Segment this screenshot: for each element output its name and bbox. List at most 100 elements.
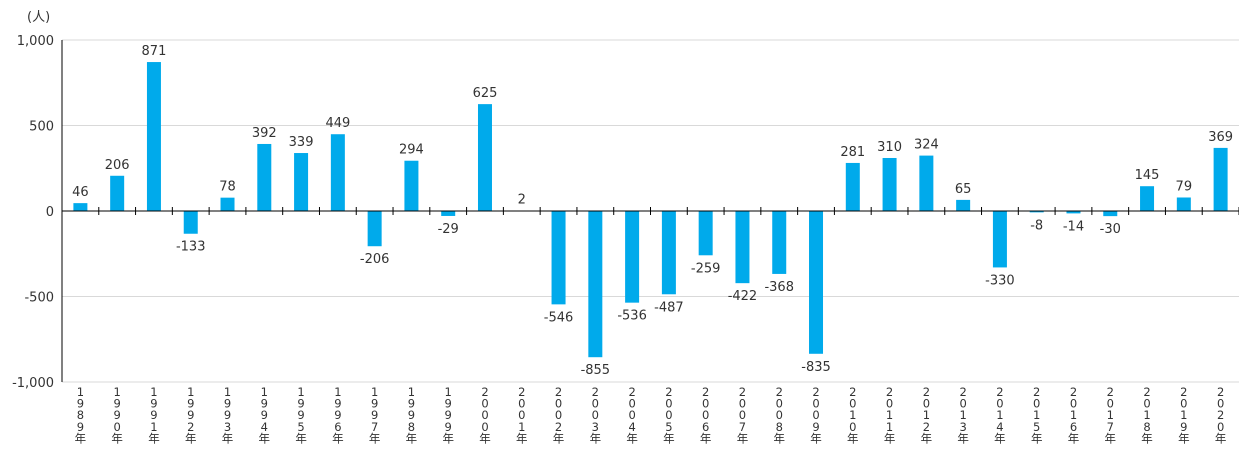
bar-value-label: -855	[581, 363, 611, 378]
bars	[73, 62, 1228, 358]
bar-value-label: -29	[438, 222, 459, 237]
bar	[625, 211, 640, 303]
bar	[1103, 211, 1118, 217]
bar	[551, 211, 566, 305]
bar-value-label: 281	[840, 145, 865, 160]
bar	[956, 199, 971, 211]
bar	[992, 211, 1007, 268]
bar-value-label: -546	[544, 310, 574, 325]
bar-value-label: 145	[1135, 168, 1160, 183]
bar-value-label: 871	[142, 44, 167, 59]
bar	[294, 153, 309, 211]
bar-value-label: 79	[1176, 179, 1193, 194]
bar-value-label: 449	[325, 116, 350, 131]
value-labels: 46 206 871 -133 78 392 339 449 -206 294 -29 625 2 -54…	[72, 44, 1233, 378]
bar-value-label: -14	[1063, 219, 1084, 234]
y-axis-ticks: 1,000 500 0 -500 -1,000	[12, 34, 54, 391]
bar-value-label: 65	[955, 182, 972, 197]
bar	[367, 211, 382, 247]
bar-value-label: -133	[176, 240, 206, 255]
bar-value-label: 339	[289, 135, 314, 150]
y-tick-label: -500	[24, 291, 54, 306]
y-axis-unit-label: (人)	[27, 10, 50, 25]
bar-value-label: 324	[914, 138, 939, 153]
bar	[1213, 147, 1228, 211]
bar	[588, 211, 603, 358]
bar-value-label: 294	[399, 143, 424, 158]
bar	[919, 155, 934, 211]
y-tick-label: 0	[46, 205, 54, 220]
bar	[1066, 211, 1081, 214]
bar-value-label: 2	[518, 193, 526, 208]
bar	[1140, 186, 1155, 211]
bar-value-label: 392	[252, 126, 277, 141]
bar	[735, 211, 750, 284]
bar	[110, 175, 125, 211]
bar-value-label: -330	[985, 273, 1015, 288]
bar	[882, 157, 897, 211]
bar-value-label: -368	[764, 280, 794, 295]
bar-value-label: -422	[728, 289, 758, 304]
bar-value-label: 78	[219, 180, 236, 195]
y-tick-label: 1,000	[17, 34, 54, 49]
bar-value-label: -835	[801, 360, 831, 375]
bar-value-label: 369	[1208, 130, 1233, 145]
bar-value-label: -259	[691, 261, 721, 276]
bar-value-label: -206	[360, 252, 390, 267]
bar-value-label: 46	[72, 185, 89, 200]
x-axis-tick-labels: 1 9 8 9 年 1 9 9 0 年 1 9 9 1 年 1 9 9 2 年 1 9 9 3 年 1 9 9 4 年 1 9 9 5 年 1 9 9 6 年…	[75, 385, 1227, 445]
bar	[772, 211, 787, 274]
bar-value-label: 206	[105, 158, 130, 173]
bar-value-label: -8	[1030, 218, 1043, 233]
bar	[404, 160, 419, 211]
bar	[183, 211, 198, 234]
bar	[809, 211, 824, 354]
bar	[1176, 197, 1191, 211]
y-tick-label: -1,000	[12, 376, 54, 391]
bar-value-label: -487	[654, 300, 684, 315]
bar	[1029, 211, 1044, 213]
bar	[441, 211, 456, 216]
bar	[330, 134, 345, 211]
bar	[477, 104, 492, 211]
bar-value-label: 310	[877, 140, 902, 155]
bar	[661, 211, 676, 295]
bar	[257, 143, 272, 211]
bar	[146, 62, 161, 212]
gridlines	[62, 39, 1239, 383]
axes	[61, 40, 1239, 382]
bar	[845, 162, 860, 211]
